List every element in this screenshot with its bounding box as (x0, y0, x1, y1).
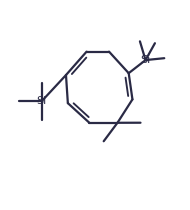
Text: Si: Si (140, 55, 151, 65)
Text: Si: Si (36, 96, 47, 106)
